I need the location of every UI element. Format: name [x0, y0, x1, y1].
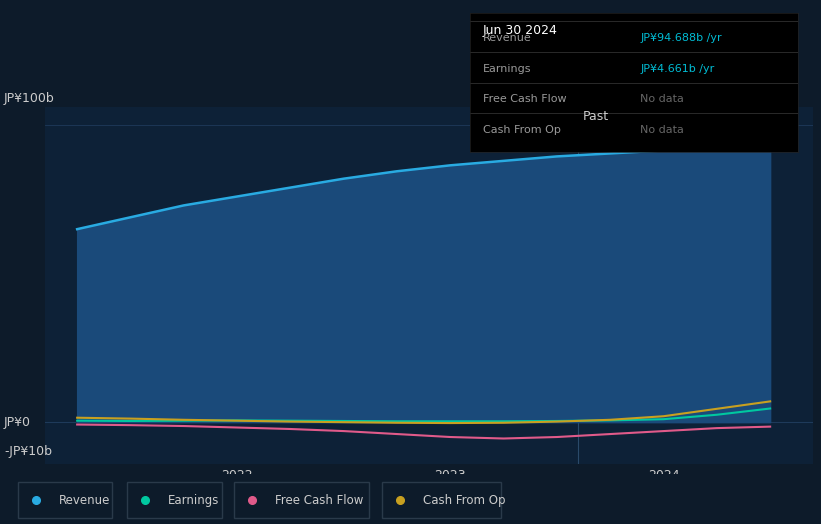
Text: Free Cash Flow: Free Cash Flow: [275, 494, 364, 507]
Text: JP¥100b: JP¥100b: [4, 92, 55, 105]
Text: -JP¥10b: -JP¥10b: [4, 445, 52, 458]
FancyBboxPatch shape: [18, 482, 112, 518]
Text: Revenue: Revenue: [59, 494, 111, 507]
Text: No data: No data: [640, 94, 684, 104]
Text: Cash From Op: Cash From Op: [423, 494, 505, 507]
FancyBboxPatch shape: [382, 482, 501, 518]
Text: JP¥4.661b /yr: JP¥4.661b /yr: [640, 64, 714, 74]
Text: Cash From Op: Cash From Op: [483, 125, 561, 135]
Text: Past: Past: [582, 110, 608, 123]
Text: JP¥0: JP¥0: [4, 416, 31, 429]
FancyBboxPatch shape: [127, 482, 222, 518]
FancyBboxPatch shape: [234, 482, 369, 518]
Text: JP¥94.688b /yr: JP¥94.688b /yr: [640, 33, 722, 43]
Text: Free Cash Flow: Free Cash Flow: [483, 94, 566, 104]
Text: Jun 30 2024: Jun 30 2024: [483, 24, 557, 37]
Text: Earnings: Earnings: [168, 494, 220, 507]
Text: Earnings: Earnings: [483, 64, 531, 74]
Text: No data: No data: [640, 125, 684, 135]
Text: Revenue: Revenue: [483, 33, 531, 43]
